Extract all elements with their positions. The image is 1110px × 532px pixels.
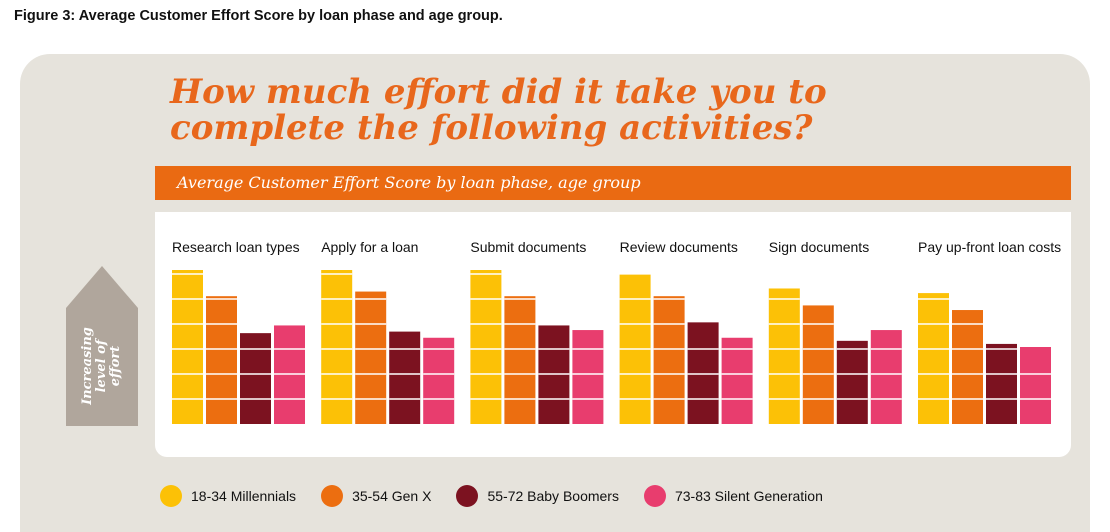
headline-line-2: complete the following activities? xyxy=(170,108,813,148)
effort-arrow-icon xyxy=(66,266,138,426)
bar xyxy=(504,296,536,424)
bar xyxy=(802,305,834,424)
figure-caption: Figure 3: Average Customer Effort Score … xyxy=(14,8,503,24)
legend-label: 35-54 Gen X xyxy=(352,488,432,504)
bar xyxy=(1020,347,1051,424)
legend-swatch xyxy=(160,485,182,507)
legend-swatch xyxy=(456,485,479,507)
bar xyxy=(172,270,203,424)
bar xyxy=(321,270,353,424)
bar-group: Pay up-front loan costs xyxy=(918,239,1061,424)
bar xyxy=(355,291,387,424)
effort-label-line-2: level of xyxy=(94,339,109,393)
legend-label: 55-72 Baby Boomers xyxy=(487,488,619,504)
bar xyxy=(721,337,753,424)
subtitle-banner: Average Customer Effort Score by loan ph… xyxy=(155,166,1071,200)
bar-group: Research loan types xyxy=(172,239,305,424)
bar-group: Sign documents xyxy=(768,239,902,424)
bar xyxy=(206,296,237,424)
bar xyxy=(952,310,983,424)
legend-item: 18-34 Millennials xyxy=(160,485,296,507)
legend-item: 73-83 Silent Generation xyxy=(643,485,823,507)
bar xyxy=(918,293,949,424)
legend-swatch xyxy=(643,485,666,507)
category-label: Apply for a loan xyxy=(321,239,418,255)
effort-label-line-3: effort xyxy=(108,345,123,387)
chart-subtitle: Average Customer Effort Score by loan ph… xyxy=(177,173,641,192)
bar xyxy=(572,330,604,424)
bar xyxy=(240,333,271,424)
category-label: Research loan types xyxy=(172,239,300,255)
category-label: Submit documents xyxy=(470,239,586,255)
legend-label: 73-83 Silent Generation xyxy=(674,488,823,504)
legend-item: 35-54 Gen X xyxy=(321,485,431,507)
bar xyxy=(470,270,502,424)
bar xyxy=(986,343,1017,424)
legend-swatch xyxy=(321,485,344,507)
chart-headline: How much effort did it take you to compl… xyxy=(170,74,1050,146)
bar-group: Review documents xyxy=(619,239,753,424)
effort-axis-label: Increasing level of effort xyxy=(80,296,123,436)
bar xyxy=(423,337,455,424)
bar xyxy=(870,330,902,424)
category-label: Review documents xyxy=(620,239,738,255)
category-label: Sign documents xyxy=(769,239,869,255)
headline-line-1: How much effort did it take you to xyxy=(170,72,827,112)
bar-chart: Research loan types Apply for a loan Submi… xyxy=(172,239,1061,424)
bar xyxy=(836,340,868,424)
bar xyxy=(653,296,685,424)
legend-item: 55-72 Baby Boomers xyxy=(456,485,619,507)
chart-legend: 18-34 Millennials 35-54 Gen X 55-72 Baby B… xyxy=(160,484,848,508)
category-label: Pay up-front loan costs xyxy=(918,239,1061,255)
legend-label: 18-34 Millennials xyxy=(191,488,297,504)
effort-label-line-1: Increasing xyxy=(80,327,95,405)
chart-area: Research loan types Apply for a loan Submi… xyxy=(155,212,1071,457)
bar-group: Apply for a loan xyxy=(321,239,455,424)
bar xyxy=(768,288,800,424)
bar xyxy=(687,322,719,424)
bar xyxy=(389,331,421,424)
bar-group: Submit documents xyxy=(470,239,604,424)
